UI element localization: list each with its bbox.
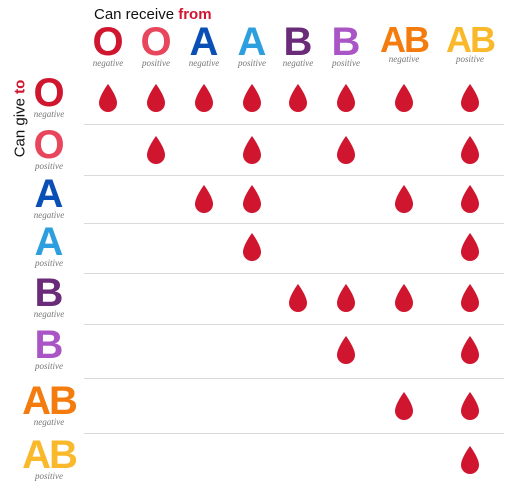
blood-drop-icon <box>393 184 415 214</box>
column-header-letter: O <box>92 20 124 64</box>
row-header-letter: A <box>34 220 64 264</box>
row-header-letter: O <box>33 71 65 115</box>
blood-drop-icon <box>335 283 357 313</box>
column-header-sign: positive <box>238 58 266 68</box>
column-header-letter: B <box>283 20 313 64</box>
column-header-letter: O <box>140 20 172 64</box>
column-header-sign: positive <box>332 58 360 68</box>
blood-drop-icon <box>241 232 263 262</box>
blood-drop-icon <box>193 184 215 214</box>
blood-drop-icon <box>459 283 481 313</box>
column-header: AB negative <box>379 19 430 64</box>
blood-drop-icon <box>241 184 263 214</box>
row-header-letter: O <box>33 123 65 167</box>
blood-drop-icon <box>459 135 481 165</box>
row-header-letter: AB <box>22 379 78 423</box>
row-header-letter: A <box>34 172 64 216</box>
header-title-prefix: Can receive <box>94 6 179 23</box>
blood-drop-icon <box>97 83 119 113</box>
column-header: AB positive <box>445 19 496 64</box>
blood-drop-icon <box>335 135 357 165</box>
blood-drop-icon <box>145 135 167 165</box>
column-header-sign: positive <box>456 54 484 64</box>
blood-drop-icon <box>287 83 309 113</box>
row-header-sign: negative <box>33 109 65 119</box>
blood-drop-icon <box>393 83 415 113</box>
column-header-letter: B <box>331 20 361 64</box>
row-divider <box>84 124 504 125</box>
column-header-sign: negative <box>282 58 314 68</box>
blood-drop-icon <box>459 232 481 262</box>
header-title: Can receive from <box>94 6 212 23</box>
blood-drop-icon <box>459 335 481 365</box>
row-header-sign: negative <box>33 417 65 427</box>
blood-drop-icon <box>393 283 415 313</box>
blood-drop-icon <box>459 391 481 421</box>
column-header-letter: A <box>237 20 267 64</box>
row-header: AB positive <box>14 435 84 481</box>
blood-drop-icon <box>459 184 481 214</box>
column-header-sign: negative <box>388 54 420 64</box>
row-header-letter: B <box>34 271 64 315</box>
row-header-letter: B <box>34 323 64 367</box>
row-divider <box>84 273 504 274</box>
blood-drop-icon <box>459 445 481 475</box>
row-header-letter: AB <box>22 433 78 477</box>
blood-drop-icon <box>335 83 357 113</box>
row-header-sign: positive <box>35 161 63 171</box>
row-divider <box>84 175 504 176</box>
column-header-sign: negative <box>188 58 220 68</box>
row-divider <box>84 324 504 325</box>
blood-drop-icon <box>459 83 481 113</box>
blood-drop-icon <box>241 135 263 165</box>
blood-drop-icon <box>393 391 415 421</box>
column-header-letter: AB <box>380 19 430 60</box>
row-header-sign: positive <box>35 361 63 371</box>
blood-drop-icon <box>241 83 263 113</box>
blood-drop-icon <box>335 335 357 365</box>
column-header-letter: A <box>189 20 219 64</box>
row-header-sign: negative <box>33 210 65 220</box>
column-header-sign: negative <box>92 58 124 68</box>
row-header: AB negative <box>14 381 84 427</box>
blood-drop-icon <box>145 83 167 113</box>
column-header-sign: positive <box>142 58 170 68</box>
row-header-sign: positive <box>35 471 63 481</box>
row-divider <box>84 223 504 224</box>
column-header-letter: AB <box>446 19 496 60</box>
blood-drop-icon <box>193 83 215 113</box>
row-header-sign: positive <box>35 258 63 268</box>
blood-drop-icon <box>287 283 309 313</box>
row-divider <box>84 378 504 379</box>
row-divider <box>84 433 504 434</box>
row-header-sign: negative <box>33 309 65 319</box>
header-title-highlight: from <box>178 6 212 23</box>
